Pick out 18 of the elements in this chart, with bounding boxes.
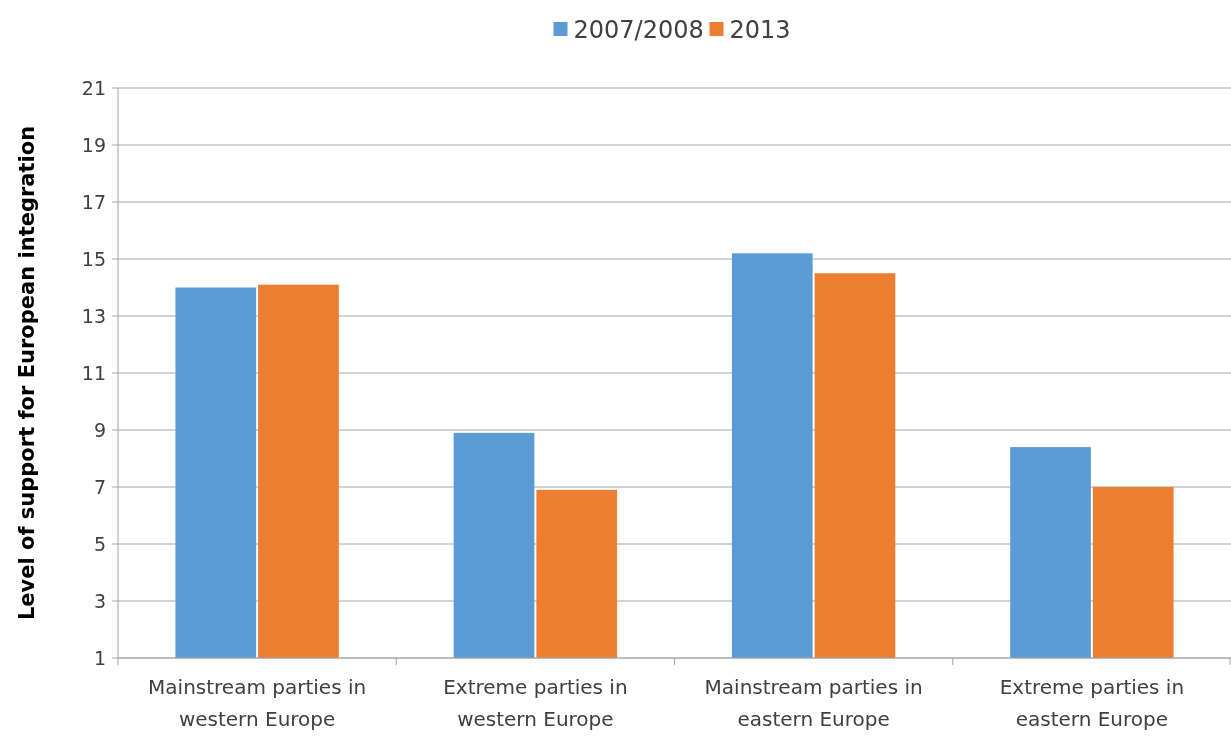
y-tick-label: 15 xyxy=(81,247,106,270)
y-tick-label: 21 xyxy=(81,76,106,99)
legend-label: 2013 xyxy=(729,16,791,45)
y-tick-label: 13 xyxy=(81,304,106,327)
y-axis-title: Level of support for European integration xyxy=(15,125,39,621)
x-tick-label: Extreme parties in eastern Europe xyxy=(999,675,1185,731)
y-tick-label: 9 xyxy=(93,418,106,441)
y-tick-label: 5 xyxy=(93,532,106,555)
x-tick-label: Mainstream parties in western Europe xyxy=(148,675,367,731)
y-tick-label: 19 xyxy=(81,133,106,156)
y-tick-label: 17 xyxy=(81,190,106,213)
y-tick-label: 7 xyxy=(93,475,106,498)
y-tick-label: 1 xyxy=(93,646,106,669)
y-tick-label: 11 xyxy=(81,361,106,384)
legend-label: 2007/2008 xyxy=(573,16,704,45)
y-tick-label: 3 xyxy=(93,589,106,612)
x-tick-label: Extreme parties in western Europe xyxy=(443,675,628,731)
x-tick-label: Mainstream parties in eastern Europe xyxy=(704,675,923,731)
